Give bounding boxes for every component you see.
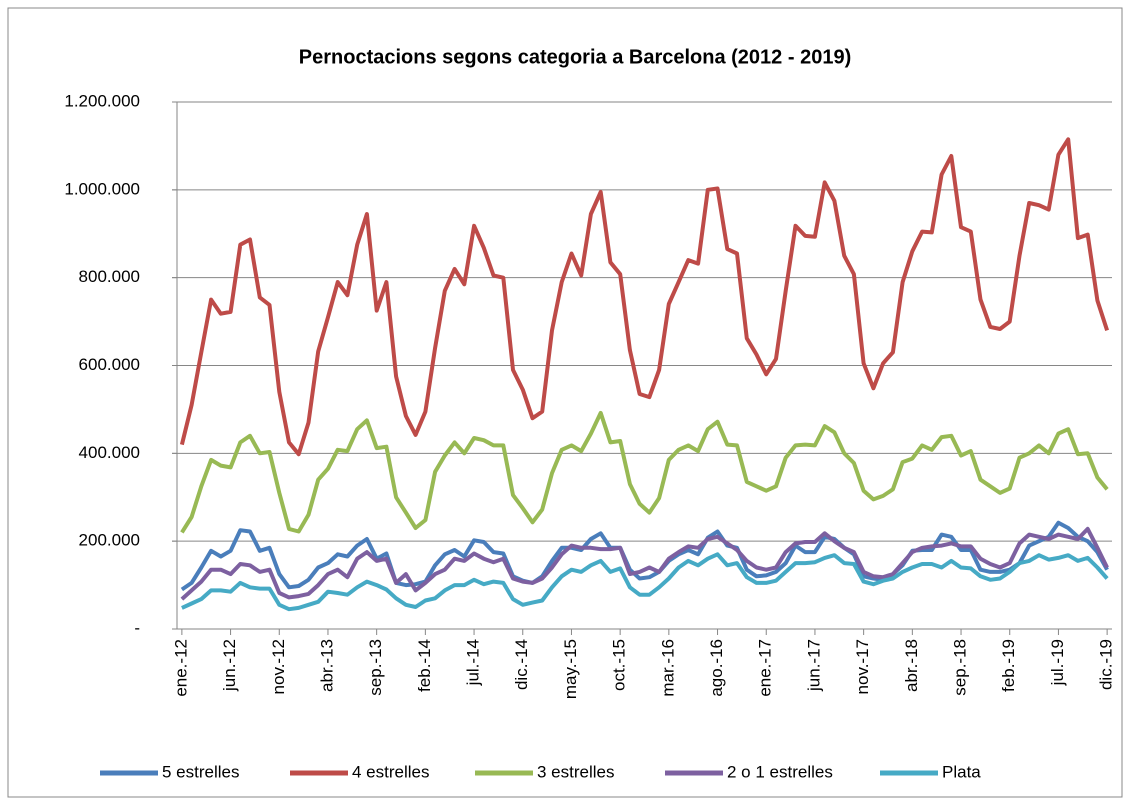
legend-label: 2 o 1 estrelles xyxy=(727,762,833,781)
x-tick-label: ene.-12 xyxy=(171,639,190,697)
x-tick-label: nov.-17 xyxy=(853,639,872,694)
x-tick-label: may.-15 xyxy=(561,639,580,699)
y-tick-label: 600.000 xyxy=(79,355,140,374)
y-tick-label: 200.000 xyxy=(79,531,140,550)
x-tick-label: dic.-14 xyxy=(512,639,531,690)
x-tick-label: ene.-17 xyxy=(756,639,775,697)
series-line xyxy=(181,552,1109,612)
x-tick-label: mar.-16 xyxy=(658,639,677,697)
series-line xyxy=(180,526,1109,601)
y-tick-label: 800.000 xyxy=(79,267,140,286)
series-line xyxy=(180,520,1109,592)
chart-title: Pernoctacions segons categoria a Barcelo… xyxy=(299,46,851,68)
x-tick-label: sep.-13 xyxy=(366,639,385,696)
x-tick-label: dic.-19 xyxy=(1097,639,1116,690)
y-tick-label: 1.200.000 xyxy=(64,91,140,110)
legend-label: 4 estrelles xyxy=(352,762,429,781)
series-line xyxy=(179,137,1110,457)
legend-label: Plata xyxy=(942,762,981,781)
x-tick-label: abr.-13 xyxy=(317,639,336,692)
legend-label: 5 estrelles xyxy=(162,762,239,781)
y-tick-label: 400.000 xyxy=(79,443,140,462)
x-tick-label: sep.-18 xyxy=(951,639,970,696)
y-tick-label: 1.000.000 xyxy=(64,179,140,198)
x-tick-label: abr.-18 xyxy=(902,639,921,692)
x-tick-label: jul.-14 xyxy=(464,639,483,686)
y-tick-label: - xyxy=(134,618,140,637)
x-tick-label: nov.-12 xyxy=(269,639,288,694)
x-tick-label: jun.-12 xyxy=(220,639,239,692)
x-tick-label: ago.-16 xyxy=(707,639,726,697)
series-line xyxy=(180,410,1109,534)
x-tick-label: jun.-17 xyxy=(804,639,823,692)
legend-label: 3 estrelles xyxy=(537,762,614,781)
x-tick-label: feb.-14 xyxy=(415,639,434,692)
x-tick-label: oct.-15 xyxy=(610,639,629,691)
x-tick-label: jul.-19 xyxy=(1048,639,1067,686)
x-tick-label: feb.-19 xyxy=(999,639,1018,692)
